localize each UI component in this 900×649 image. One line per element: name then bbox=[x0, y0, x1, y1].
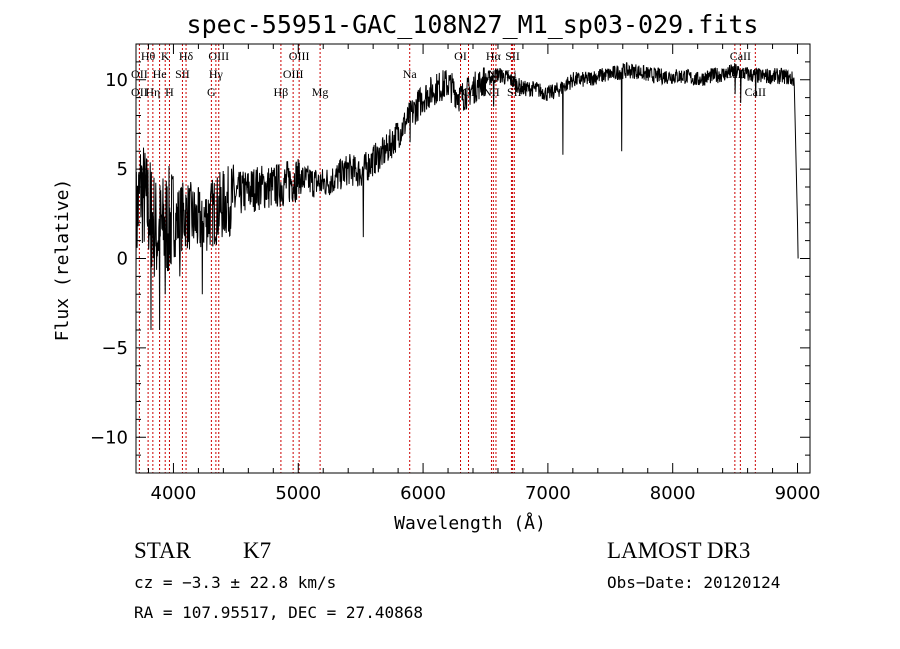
line-label: Hθ bbox=[141, 49, 156, 63]
line-label: NII bbox=[483, 85, 500, 99]
coordinates: RA = 107.95517, DEC = 27.40868 bbox=[134, 603, 423, 622]
x-tick-label: 8000 bbox=[650, 483, 696, 504]
y-tick-label: 0 bbox=[117, 249, 128, 270]
y-tick-label: 10 bbox=[105, 70, 128, 91]
x-axis-label: Wavelength (Å) bbox=[394, 512, 546, 534]
y-axis-label: Flux (relative) bbox=[52, 179, 73, 342]
line-label: SII bbox=[175, 67, 190, 81]
x-tick-labels: 4000 5000 6000 7000 8000 9000 bbox=[151, 483, 821, 504]
line-label: H bbox=[165, 85, 174, 99]
chart-title: spec-55951-GAC_108N27_M1_sp03-029.fits bbox=[186, 10, 759, 39]
line-label: Hβ bbox=[274, 85, 289, 99]
x-tick-label: 7000 bbox=[525, 483, 571, 504]
line-label: OII bbox=[131, 67, 148, 81]
line-label: SII bbox=[505, 49, 520, 63]
axes-frame bbox=[135, 43, 811, 474]
line-label: Mg bbox=[312, 85, 329, 99]
line-label: Na bbox=[403, 67, 418, 81]
x-tick-label: 6000 bbox=[400, 483, 446, 504]
line-label: Hδ bbox=[179, 49, 194, 63]
line-label: He bbox=[153, 67, 167, 81]
x-tick-label: 4000 bbox=[151, 483, 197, 504]
redshift-velocity: cz = −3.3 ± 22.8 km/s bbox=[134, 573, 337, 592]
x-tick-label: 5000 bbox=[275, 483, 321, 504]
line-label: OIII bbox=[289, 49, 310, 63]
y-tick-labels: −10 −5 0 5 10 bbox=[90, 70, 128, 449]
line-label: Hα bbox=[486, 49, 502, 63]
object-subclass: K7 bbox=[243, 538, 272, 563]
survey-name: LAMOST DR3 bbox=[607, 538, 751, 563]
line-label: OIII bbox=[208, 49, 229, 63]
line-label: Hγ bbox=[209, 67, 224, 81]
object-class: STAR bbox=[134, 538, 191, 563]
y-tick-label: 5 bbox=[117, 159, 128, 180]
emission-line-markers bbox=[138, 44, 756, 473]
line-label: OI bbox=[454, 49, 467, 63]
x-tick-label: 9000 bbox=[775, 483, 821, 504]
y-tick-label: −5 bbox=[101, 338, 128, 359]
observation-date: Obs−Date: 20120124 bbox=[607, 573, 781, 592]
line-label: Li bbox=[506, 67, 517, 81]
line-label: K bbox=[161, 49, 170, 63]
spectrum-line bbox=[135, 62, 799, 331]
y-tick-label: −10 bbox=[90, 427, 128, 448]
line-label: OII bbox=[131, 85, 148, 99]
line-label: Hη bbox=[145, 85, 160, 99]
line-label: OIII bbox=[283, 67, 304, 81]
line-label: G bbox=[207, 85, 216, 99]
plot-axes bbox=[135, 43, 811, 474]
line-label: CaII bbox=[730, 49, 751, 63]
